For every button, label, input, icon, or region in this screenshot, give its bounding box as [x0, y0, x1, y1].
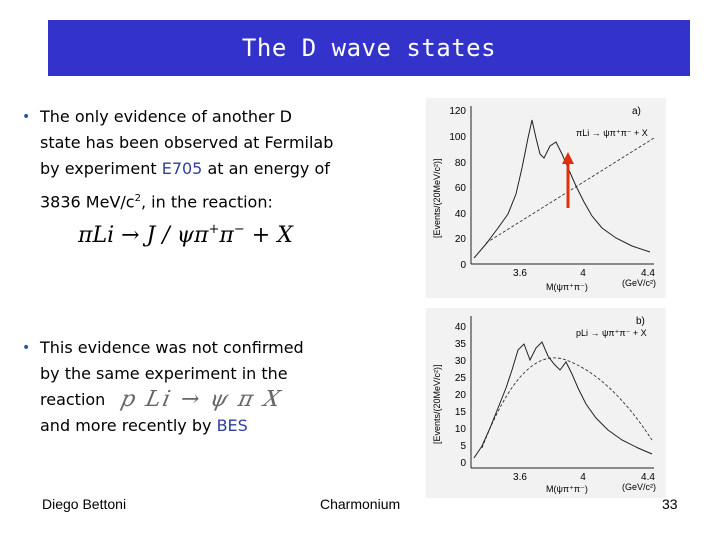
bullet1-line4: 3836 MeV/c2, in the reaction: — [40, 186, 333, 215]
plot-a-ytick: 40 — [455, 209, 467, 220]
plot-b-ylabel: [Events/(20MeV/c²)] — [432, 364, 442, 444]
plot-b-xtick: 4 — [580, 472, 586, 483]
plot-a-red-arrow-icon — [562, 152, 574, 164]
formula-jpsi: J / ψ — [146, 223, 195, 248]
formula-rest: + X — [251, 223, 293, 248]
bullet2-line3-text: reaction — [40, 390, 106, 409]
footer-page-number: 33 — [662, 496, 678, 512]
plot-b: [Events/(20MeV/c²)] 40 35 30 25 20 15 10… — [426, 308, 666, 498]
plot-b-ytick: 35 — [455, 339, 467, 350]
plot-b-ytick: 20 — [455, 390, 467, 401]
formula-arrow: → — [121, 223, 140, 248]
plot-a-ylabel: [Events/(20MeV/c²)] — [432, 158, 442, 238]
plot-b-xtick: 3.6 — [513, 472, 527, 483]
experiment-name: E705 — [161, 159, 203, 178]
plot-a-xtick: 4.4 — [641, 268, 655, 279]
plot-a-xtick: 3.6 — [513, 268, 527, 279]
energy-exponent: 2 — [134, 193, 141, 204]
footer-author: Diego Bettoni — [42, 496, 127, 512]
bullet2-line4: and more recently by BES — [40, 413, 304, 439]
plot-b-panel-label: b) — [636, 316, 645, 327]
formula-sup-minus: − — [233, 222, 245, 237]
bullet2-line4-pre: and more recently by — [40, 416, 217, 435]
bullet-second: • This evidence was not confirmed by the… — [22, 335, 304, 439]
plot-a-ytick: 20 — [455, 234, 467, 245]
slide-title: The D wave states — [241, 34, 497, 62]
bullet1-line1: The only evidence of another D — [40, 107, 292, 126]
plot-b-ytick: 25 — [455, 373, 467, 384]
plot-b-ytick: 40 — [455, 322, 467, 333]
plot-b-xtick: 4.4 — [641, 472, 655, 483]
plot-b-svg: [Events/(20MeV/c²)] 40 35 30 25 20 15 10… — [432, 316, 656, 494]
plot-b-xunit: (GeV/c²) — [622, 482, 656, 492]
plot-a-svg: [Events/(20MeV/c²)] 120 100 80 60 40 20 … — [432, 106, 656, 292]
plot-a-data-curve — [473, 119, 651, 259]
bullet1-line3-post: at an energy of — [202, 159, 330, 178]
plot-b-ytick: 30 — [455, 356, 467, 367]
bullet2-line2: by the same experiment in the — [40, 364, 288, 383]
plot-a-fit-curve — [485, 137, 655, 244]
bullet-dot-icon: • — [22, 340, 31, 356]
title-bar: The D wave states — [48, 20, 690, 76]
plot-a-ytick: 60 — [455, 183, 467, 194]
footer-topic: Charmonium — [320, 496, 401, 512]
plot-b-ytick: 0 — [460, 458, 466, 469]
bes-experiment: BES — [216, 416, 248, 435]
plot-a-xlabel: M(ψπ⁺π⁻) — [546, 282, 588, 292]
plot-a-ytick: 100 — [449, 132, 466, 143]
handwritten-reaction: p Li → ψ π X — [118, 387, 285, 412]
plot-a-xunit: (GeV/c²) — [622, 278, 656, 288]
plot-a: [Events/(20MeV/c²)] 120 100 80 60 40 20 … — [426, 98, 666, 298]
reaction-formula: πLi → J / ψπ+π− + X — [78, 222, 293, 248]
bullet2-line1: This evidence was not confirmed — [40, 338, 304, 357]
plot-a-reaction: πLi → ψπ⁺π⁻ + X — [576, 128, 648, 138]
formula-pi-plus: π — [194, 223, 209, 248]
plot-a-xtick: 4 — [580, 268, 586, 279]
bullet-first: • The only evidence of another D state h… — [22, 104, 333, 215]
plot-b-ytick: 5 — [460, 441, 466, 452]
formula-sup-plus: + — [208, 222, 220, 237]
plot-b-ytick: 15 — [455, 407, 467, 418]
formula-lhs: πLi — [78, 223, 115, 248]
bullet1-line4-post: , in the reaction: — [140, 192, 273, 212]
bullet2-line3: reaction p Li → ψ π X — [40, 387, 304, 413]
plot-b-data-curve — [473, 341, 653, 459]
bullet-dot-icon: • — [22, 109, 31, 125]
formula-pi-minus: π — [219, 223, 234, 248]
energy-value: 3836 MeV/c — [40, 192, 135, 212]
plot-b-xlabel: M(ψπ⁺π⁻) — [546, 484, 588, 494]
bullet1-line3: by experiment E705 at an energy of — [40, 156, 333, 182]
plot-a-ytick: 0 — [460, 260, 466, 271]
plot-a-ytick: 80 — [455, 158, 467, 169]
plot-a-ytick: 120 — [449, 106, 466, 117]
plot-a-panel-label: a) — [632, 106, 641, 117]
bullet1-line3-pre: by experiment — [40, 159, 162, 178]
plot-b-reaction: pLi → ψπ⁺π⁻ + X — [576, 328, 647, 338]
bullet1-line2: state has been observed at Fermilab — [40, 133, 334, 152]
plot-b-fit-curve — [481, 357, 653, 449]
plot-b-ytick: 10 — [455, 424, 467, 435]
